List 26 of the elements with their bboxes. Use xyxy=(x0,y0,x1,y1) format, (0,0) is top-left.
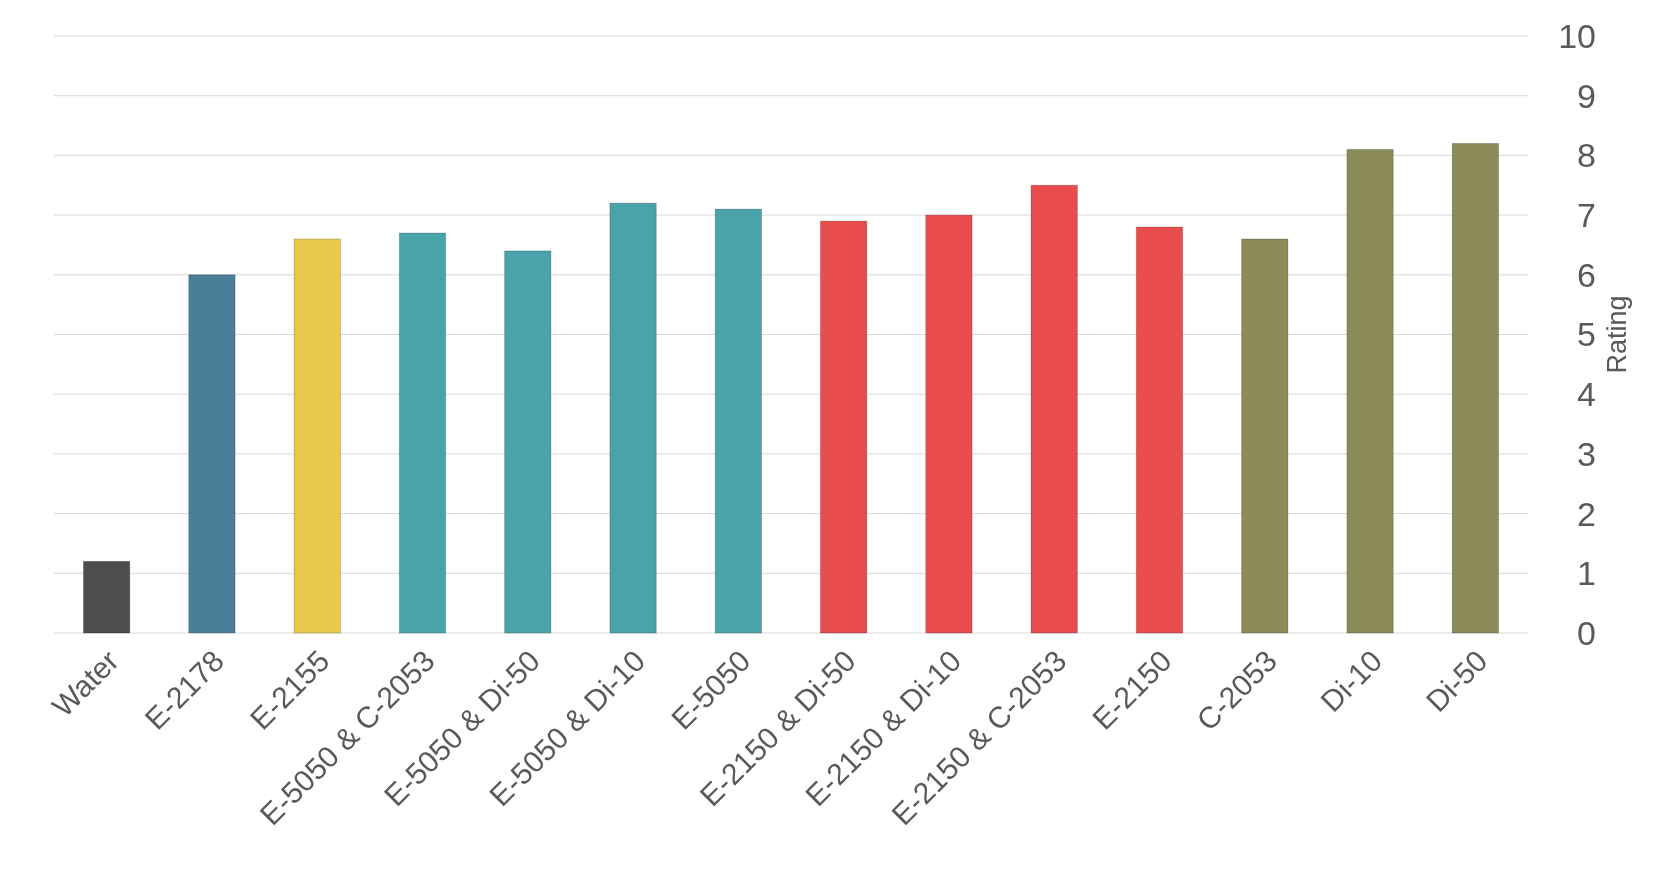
y-tick-label: 2 xyxy=(1577,494,1596,533)
bar xyxy=(1030,184,1078,634)
y-tick-label: 10 xyxy=(1558,16,1596,55)
bar xyxy=(1241,238,1289,634)
bar xyxy=(293,238,341,634)
bar xyxy=(1451,142,1500,634)
bar xyxy=(398,232,447,634)
bar xyxy=(188,274,236,634)
bar xyxy=(82,560,131,634)
y-tick-label: 3 xyxy=(1577,434,1596,473)
bar xyxy=(609,202,657,634)
y-tick-label: 0 xyxy=(1577,613,1596,652)
bar xyxy=(925,214,973,634)
y-tick-label: 4 xyxy=(1577,375,1596,414)
y-tick-label: 8 xyxy=(1577,136,1596,175)
y-tick-label: 7 xyxy=(1577,196,1596,234)
y-tick-label: 5 xyxy=(1577,315,1596,354)
bar xyxy=(714,208,763,634)
y-axis-title: Rating xyxy=(1602,295,1632,374)
bar xyxy=(819,220,868,634)
bar xyxy=(1135,226,1184,634)
bar xyxy=(504,250,552,634)
bar xyxy=(1346,148,1394,634)
y-tick-label: 1 xyxy=(1577,554,1596,593)
y-tick-label: 9 xyxy=(1577,76,1596,115)
y-tick-label: 6 xyxy=(1577,255,1596,294)
